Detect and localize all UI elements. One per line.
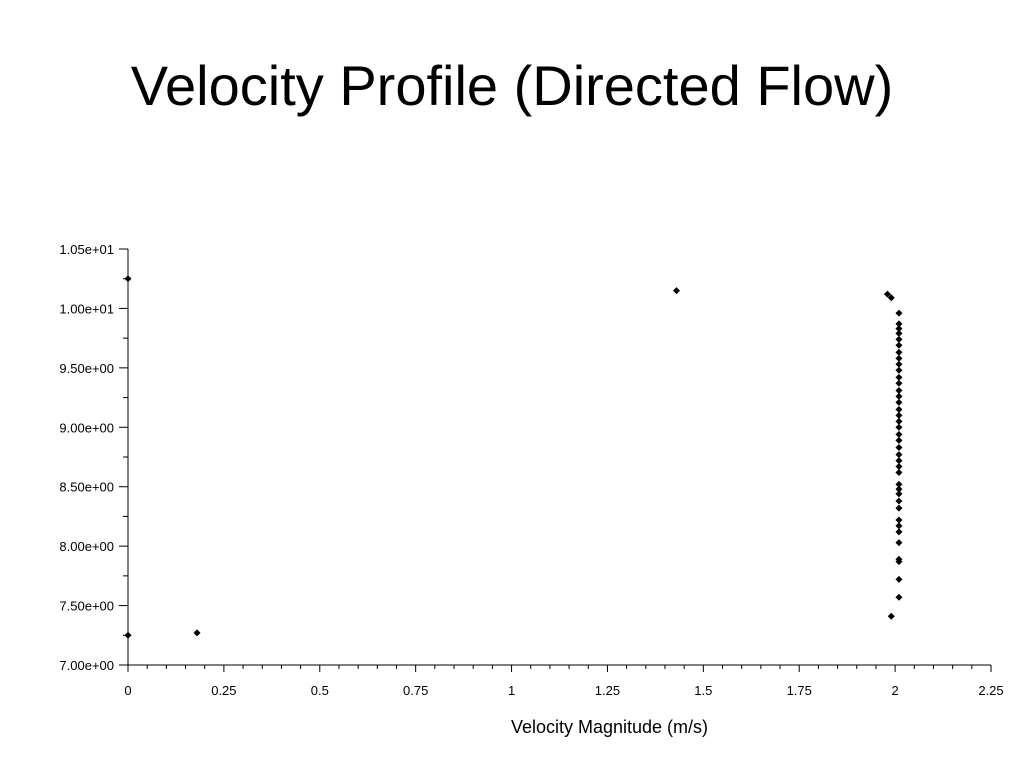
y-tick-label: 8.00e+00 (59, 539, 114, 554)
y-tick-label: 1.00e+01 (59, 301, 114, 316)
data-point (895, 539, 903, 547)
data-point (895, 417, 903, 425)
data-point (895, 504, 903, 512)
data-point (887, 612, 895, 620)
x-tick-label: 1 (508, 683, 515, 698)
y-tick-label: 9.00e+00 (59, 420, 114, 435)
x-tick-label: 1.5 (694, 683, 712, 698)
data-point (895, 485, 903, 493)
data-point (895, 436, 903, 444)
data-point (895, 411, 903, 419)
y-tick-label: 8.50e+00 (59, 480, 114, 495)
x-tick-label: 2.25 (978, 683, 1003, 698)
data-point (895, 443, 903, 451)
data-point (895, 463, 903, 471)
x-axis-ticks: 0 0.25 0.5 0.75 1 1.25 1.5 1.75 2 2.25 (124, 665, 1004, 698)
data-point (895, 423, 903, 431)
slide-title: Velocity Profile (Directed Flow) (130, 54, 894, 117)
chart-axes (127, 249, 991, 666)
data-point (895, 451, 903, 459)
data-point (895, 392, 903, 400)
data-point (883, 290, 891, 298)
data-point (895, 335, 903, 343)
data-point (895, 366, 903, 374)
x-tick-label: 1.25 (595, 683, 620, 698)
data-point (895, 348, 903, 356)
y-tick-label: 7.50e+00 (59, 599, 114, 614)
data-point (895, 354, 903, 362)
data-point (895, 457, 903, 465)
data-point (193, 629, 201, 637)
data-point (895, 360, 903, 368)
data-point (895, 575, 903, 583)
x-tick-label: 1.75 (787, 683, 812, 698)
x-tick-label: 0.25 (211, 683, 236, 698)
data-point (895, 405, 903, 413)
y-tick-label: 7.00e+00 (59, 658, 114, 673)
x-tick-label: 0.75 (403, 683, 428, 698)
x-tick-label: 2 (891, 683, 898, 698)
y-tick-label: 1.05e+01 (59, 242, 114, 257)
data-point (887, 294, 895, 302)
x-tick-label: 0.5 (311, 683, 329, 698)
data-point (895, 490, 903, 498)
data-point (895, 379, 903, 387)
x-tick-label: 0 (124, 683, 131, 698)
data-point (895, 430, 903, 438)
y-axis-ticks: 7.00e+00 7.50e+00 8.00e+00 8.50e+00 9.00e+00… (59, 242, 128, 673)
data-point (895, 528, 903, 536)
data-point (895, 398, 903, 406)
data-point (895, 558, 903, 566)
data-point (895, 373, 903, 381)
data-point (895, 320, 903, 328)
data-point (895, 593, 903, 601)
data-point (124, 275, 132, 283)
data-point (895, 497, 903, 505)
data-point (672, 287, 680, 295)
x-axis-label: Velocity Magnitude (m/s) (511, 717, 708, 737)
data-point (895, 386, 903, 394)
data-point (895, 468, 903, 476)
data-point (895, 325, 903, 333)
data-point (895, 309, 903, 317)
data-points (124, 275, 903, 639)
data-point (895, 480, 903, 488)
data-point (895, 329, 903, 337)
data-point (895, 341, 903, 349)
data-point (895, 516, 903, 524)
data-point (895, 522, 903, 530)
data-point (124, 631, 132, 639)
y-tick-label: 9.50e+00 (59, 361, 114, 376)
